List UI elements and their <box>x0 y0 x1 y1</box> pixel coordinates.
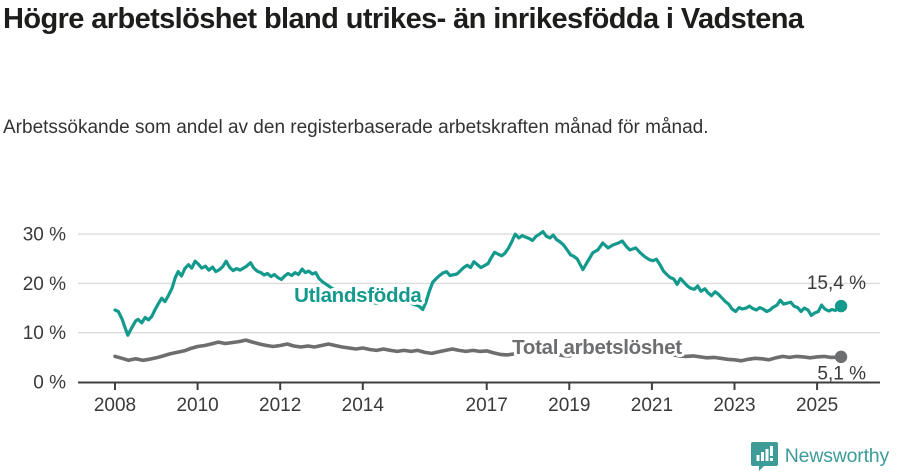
page-subtitle: Arbetssökande som andel av den registerb… <box>3 117 709 138</box>
x-tick-label: 2010 <box>176 395 218 416</box>
y-tick-label: 0 % <box>33 373 66 394</box>
x-tick-label: 2014 <box>342 395 385 416</box>
end-value-label-utlandsf-dda: 15,4 % <box>807 273 866 294</box>
series-line-total-arbetsl-shet <box>113 338 843 363</box>
x-tick-label: 2023 <box>713 395 755 416</box>
x-tick-label: 2008 <box>94 395 136 416</box>
series-label-utlandsf-dda: Utlandsfödda <box>294 284 422 307</box>
end-dot-total-arbetsl-shet <box>834 350 848 364</box>
brand-name: Newsworthy <box>784 444 889 467</box>
series-label-halo-utlandsf-dda: Utlandsfödda <box>294 284 422 307</box>
bar-chart-speech-bubble-icon <box>750 442 778 471</box>
page-title: Högre arbetslöshet bland utrikes- än inr… <box>3 3 804 35</box>
series-label-total-arbetsl-shet: Total arbetslöshet <box>512 336 682 359</box>
end-dot-utlandsf-dda <box>834 299 848 313</box>
y-tick-label: 30 % <box>23 225 66 246</box>
x-tick-label: 2025 <box>796 395 838 416</box>
y-tick-label: 20 % <box>23 274 66 295</box>
end-value-label-total-arbetsl-shet: 5,1 % <box>817 363 866 384</box>
x-tick-label: 2012 <box>259 395 301 416</box>
series-label-halo-total-arbetsl-shet: Total arbetslöshet <box>512 336 682 359</box>
x-tick-label: 2017 <box>466 395 508 416</box>
x-tick-label: 2021 <box>631 395 673 416</box>
x-tick-label: 2019 <box>548 395 590 416</box>
series-line-utlandsf-dda <box>113 230 843 337</box>
newsworthy-brand: Newsworthy <box>750 441 889 471</box>
y-tick-label: 10 % <box>23 323 66 344</box>
